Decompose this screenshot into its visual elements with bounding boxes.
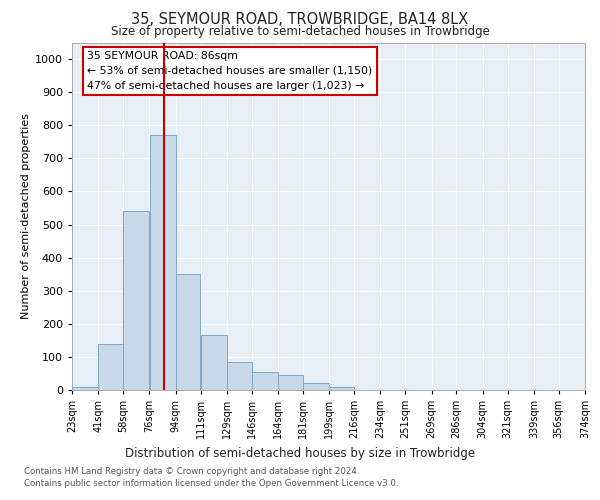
Bar <box>227 362 251 390</box>
Bar <box>123 212 149 390</box>
Text: Distribution of semi-detached houses by size in Trowbridge: Distribution of semi-detached houses by … <box>125 448 475 460</box>
Bar <box>303 384 329 390</box>
Bar <box>72 386 98 390</box>
Bar <box>149 135 176 390</box>
Text: Contains public sector information licensed under the Open Government Licence v3: Contains public sector information licen… <box>24 478 398 488</box>
Bar <box>278 375 303 390</box>
Text: Contains HM Land Registry data © Crown copyright and database right 2024.: Contains HM Land Registry data © Crown c… <box>24 467 359 476</box>
Bar <box>98 344 123 390</box>
Text: 35, SEYMOUR ROAD, TROWBRIDGE, BA14 8LX: 35, SEYMOUR ROAD, TROWBRIDGE, BA14 8LX <box>131 12 469 28</box>
Text: Size of property relative to semi-detached houses in Trowbridge: Size of property relative to semi-detach… <box>110 25 490 38</box>
Bar <box>201 336 227 390</box>
Bar <box>329 386 354 390</box>
Bar <box>252 372 278 390</box>
Y-axis label: Number of semi-detached properties: Number of semi-detached properties <box>21 114 31 320</box>
Text: 35 SEYMOUR ROAD: 86sqm
← 53% of semi-detached houses are smaller (1,150)
47% of : 35 SEYMOUR ROAD: 86sqm ← 53% of semi-det… <box>88 51 373 91</box>
Bar <box>176 274 200 390</box>
